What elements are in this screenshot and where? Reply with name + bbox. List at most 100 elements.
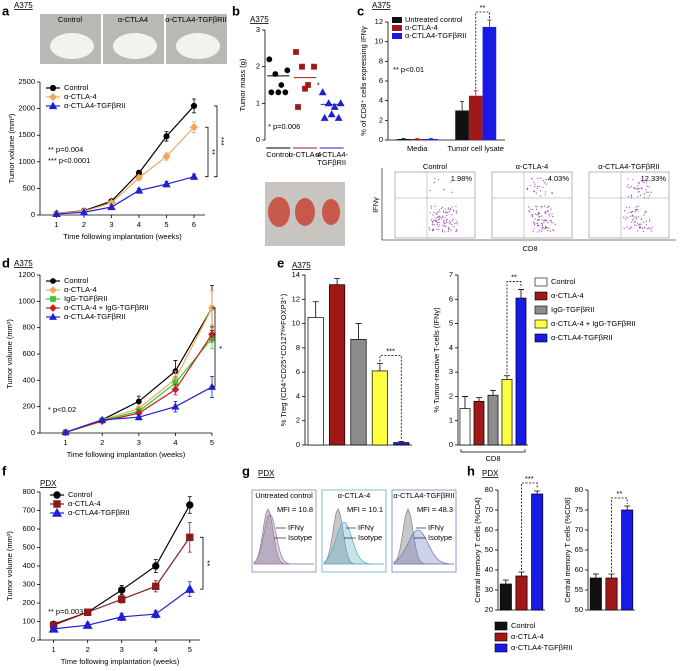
flow-dot: [432, 221, 434, 223]
flow-dot: [624, 210, 626, 212]
legend-label: α-CTLA-4: [64, 285, 97, 294]
legend-label: α-CTLA-4: [551, 291, 584, 300]
point: [79, 207, 89, 216]
flow-dot: [625, 218, 627, 220]
point: [52, 209, 61, 218]
y-tick-label: 80: [575, 485, 583, 494]
flow-dot: [429, 229, 431, 231]
flow-dot: [440, 208, 442, 210]
point: [150, 608, 161, 618]
legend-label: Control: [64, 83, 89, 92]
flow-dot: [453, 225, 455, 228]
x-tick-label: 3: [120, 645, 124, 654]
flow-dot: [545, 212, 547, 214]
point: [208, 330, 216, 339]
y-axis-label: Tumor volume (mm³): [5, 531, 14, 601]
flow-dot: [546, 206, 548, 209]
flow-dot: [443, 221, 445, 223]
flow-dot: [634, 210, 636, 213]
error-bar: [460, 101, 465, 111]
legend-swatch: [534, 277, 548, 287]
y-tick-label: 65: [575, 545, 583, 554]
flow-dot: [544, 212, 546, 214]
bracket-label: *: [215, 346, 224, 349]
flow-dot: [446, 214, 448, 217]
flow-dot: [455, 210, 458, 212]
y-tick-label: 0: [31, 210, 35, 219]
flow-dot: [535, 205, 537, 207]
flow-dot: [543, 205, 546, 207]
flow-dot: [537, 213, 540, 215]
y-axis-label: % Treg (CD4⁺CD25⁺CD127ˡᵒʷFOXP3⁺): [279, 293, 288, 426]
flow-title: α-CTLA-4: [516, 162, 549, 171]
x-tick-label: TGFβRII: [317, 158, 346, 167]
bracket-label: ***: [217, 137, 226, 146]
y-tick-label: 70: [485, 505, 493, 514]
flow-dot: [637, 205, 639, 207]
point: [134, 186, 144, 194]
flow-dot: [455, 205, 457, 207]
flow-dot: [540, 230, 543, 232]
flow-dot: [531, 213, 533, 216]
flow-dot: [439, 224, 441, 226]
flow-dot: [650, 191, 652, 193]
curve-label: IFNγ: [358, 523, 374, 532]
legend-symbol: [49, 286, 57, 294]
panel-letter: d: [2, 255, 10, 270]
point: [134, 173, 144, 182]
flow-dot: [449, 221, 452, 224]
legend-symbol: [48, 101, 58, 110]
curve-label: Isotype: [288, 533, 312, 542]
legend-label: Control: [551, 277, 576, 286]
flow-dot: [636, 188, 638, 190]
flow-dot: [532, 230, 534, 233]
flow-dot: [623, 227, 625, 229]
y-tick-label: 100: [22, 616, 35, 625]
legend-label: α-CTLA4-TGFβRII: [405, 31, 467, 40]
flow-dot: [434, 220, 436, 222]
point: [295, 104, 301, 110]
point: [186, 533, 194, 542]
flow-dot: [628, 228, 630, 230]
bar: [393, 442, 410, 446]
flow-dot: [435, 217, 437, 219]
legend-swatch: [534, 319, 548, 329]
flow-dot: [632, 214, 634, 216]
flow-dot: [645, 189, 647, 191]
x-tick-label: 1: [52, 645, 56, 654]
x-group-bracket: [460, 449, 526, 453]
flow-dot: [449, 208, 451, 210]
y-tick-label: 2: [256, 62, 260, 71]
flow-dot: [625, 206, 628, 208]
flow-dot: [433, 229, 435, 231]
flow-dot: [629, 215, 631, 218]
flow-dot: [536, 223, 538, 225]
flow-dot: [542, 186, 544, 188]
flow-dot: [432, 230, 434, 232]
tumor: [295, 198, 315, 226]
flow-dot: [541, 224, 544, 227]
flow-plot: [588, 171, 670, 239]
point: [320, 113, 329, 121]
flow-dot: [635, 206, 637, 208]
point: [272, 71, 279, 77]
flow-dot: [450, 208, 452, 211]
flow-dot: [650, 230, 652, 232]
flow-dot: [645, 181, 648, 183]
bar: [501, 379, 513, 446]
flow-dot: [637, 216, 640, 218]
histogram-title: Untreated control: [255, 491, 313, 500]
flow-dot: [634, 217, 636, 219]
legend-label: α-CTLA-4: [511, 632, 544, 641]
ifng-curve: [253, 513, 314, 565]
bracket-label: **: [208, 149, 217, 155]
x-tick-label: 3: [109, 220, 113, 229]
x-tick-label: 5: [188, 645, 192, 654]
x-axis-label: Time following implantation (weeks): [63, 232, 182, 241]
bar: [499, 583, 512, 611]
flow-dot: [547, 222, 549, 224]
point: [278, 82, 285, 88]
legend-swatch: [494, 643, 508, 653]
legend-swatch: [392, 33, 402, 39]
